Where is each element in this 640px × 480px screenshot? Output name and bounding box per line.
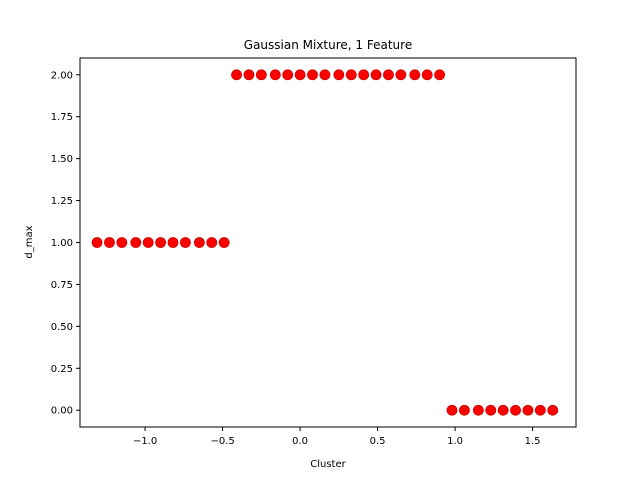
y-tick-label: 1.50 (51, 154, 73, 165)
x-tick-label: 1.0 (447, 436, 463, 447)
data-point (307, 69, 318, 81)
data-point (383, 69, 394, 81)
data-point (358, 69, 370, 81)
x-axis-ticks: −1.0 −0.5 0.0 0.5 1.0 1.5 (133, 427, 541, 447)
data-point (421, 69, 433, 81)
data-point (255, 69, 267, 81)
data-point (446, 404, 458, 416)
data-point (319, 69, 331, 81)
data-point (547, 404, 559, 416)
data-point (243, 69, 255, 81)
data-point (370, 69, 382, 81)
data-point (193, 237, 205, 248)
data-point (534, 404, 546, 416)
y-tick-label: 0.25 (51, 364, 73, 375)
plot-area-frame (79, 57, 577, 428)
data-point (104, 237, 115, 248)
data-point (167, 237, 179, 248)
y-tick-label: 1.75 (51, 112, 73, 123)
data-points (91, 69, 559, 416)
x-tick-label: 0.5 (370, 436, 386, 447)
x-axis-label: Cluster (310, 459, 346, 470)
data-point (395, 69, 407, 81)
y-axis-ticks: 0.00 0.25 0.50 0.75 1.00 1.25 1.50 1.75 2.00 (51, 70, 80, 417)
data-point (510, 404, 521, 416)
data-point (91, 237, 103, 248)
data-point (294, 69, 306, 81)
data-point (231, 69, 242, 81)
data-point (409, 69, 421, 81)
y-tick-label: 2.00 (51, 70, 73, 81)
data-point (522, 404, 534, 416)
x-tick-label: −1.0 (133, 436, 157, 447)
x-tick-label: −0.5 (210, 436, 234, 447)
y-tick-label: 0.00 (51, 406, 73, 417)
data-point (434, 69, 446, 81)
y-tick-label: 1.25 (51, 196, 73, 207)
data-point (269, 69, 281, 81)
data-point (345, 69, 357, 81)
data-point (497, 404, 509, 416)
x-tick-label: 1.5 (525, 436, 541, 447)
y-axis-label: d_max (24, 225, 35, 258)
data-point (485, 404, 497, 416)
data-point (179, 237, 191, 248)
data-point (116, 237, 128, 248)
data-point (333, 69, 345, 81)
chart-title: Gaussian Mixture, 1 Feature (244, 38, 412, 52)
data-point (218, 237, 230, 248)
data-point (130, 237, 142, 248)
data-point (472, 404, 484, 416)
data-point (206, 237, 218, 248)
data-point (155, 237, 167, 248)
y-tick-label: 0.75 (51, 280, 73, 291)
y-tick-label: 1.00 (51, 238, 73, 249)
data-point (458, 404, 470, 416)
y-tick-label: 0.50 (51, 322, 73, 333)
data-point (142, 237, 154, 248)
data-point (282, 69, 294, 81)
x-tick-label: 0.0 (292, 436, 308, 447)
